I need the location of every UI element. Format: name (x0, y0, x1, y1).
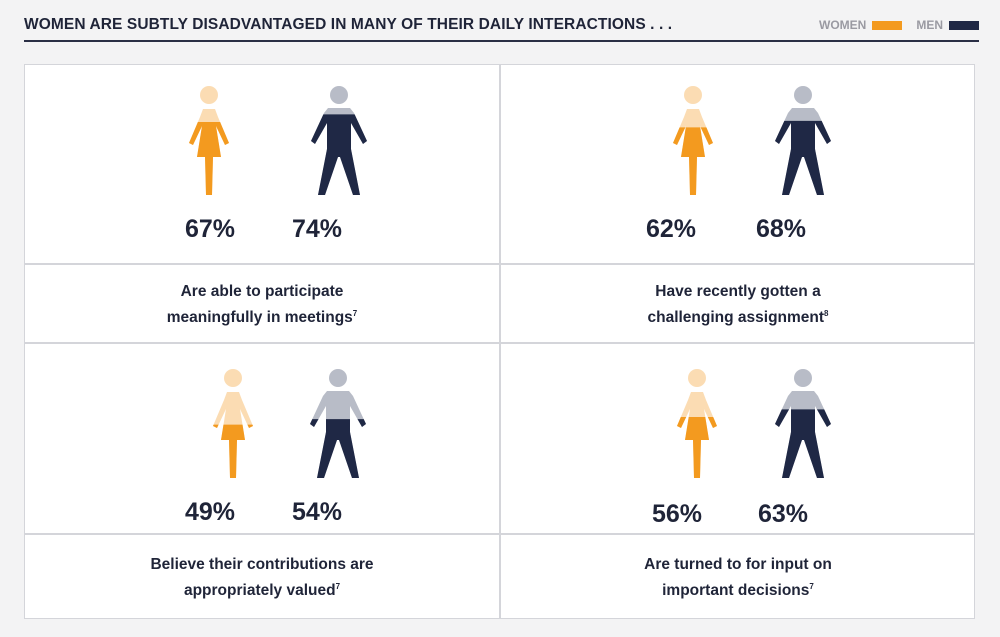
woman-figure-icon (213, 369, 253, 478)
grid-divider-h3 (25, 533, 974, 535)
panel-decisions: 56% 63% Are turned to for input on impor… (501, 344, 975, 620)
women-percent: 62% (645, 215, 697, 243)
panel-valued: 49% 54% Believe their contributions are … (25, 344, 499, 620)
panel-meetings: 67% 74% Are able to participate meaningf… (25, 65, 499, 342)
caption: Believe their contributions are appropri… (25, 554, 499, 602)
women-percent: 49% (184, 498, 236, 526)
legend-item-women: WOMEN (819, 18, 903, 32)
men-percent: 63% (757, 500, 809, 528)
panel-assignment: 62% 68% Have recently gotten a challengi… (501, 65, 975, 342)
woman-figure-icon (673, 86, 713, 195)
caption-line2: important decisions (662, 582, 810, 599)
caption-line1: Have recently gotten a (655, 283, 821, 300)
grid-divider-h1 (25, 263, 974, 265)
caption-line2: appropriately valued (183, 582, 336, 599)
grid-divider-vertical (499, 65, 501, 618)
footnote-marker: 7 (352, 309, 358, 318)
caption: Have recently gotten a challenging assig… (501, 281, 975, 329)
caption-line2: meaningfully in meetings (166, 309, 353, 326)
footnote-marker: 8 (824, 309, 829, 318)
men-percent: 74% (291, 215, 343, 243)
men-percent: 54% (291, 498, 343, 526)
caption: Are able to participate meaningfully in … (25, 281, 499, 329)
women-percent: 56% (651, 500, 703, 528)
legend: WOMEN MEN (805, 18, 979, 32)
women-percent: 67% (184, 215, 236, 243)
legend-item-men: MEN (916, 18, 979, 32)
man-figure-icon (311, 86, 367, 195)
grid-divider-h2 (25, 342, 974, 344)
legend-label-women: WOMEN (819, 18, 867, 32)
caption-line1: Believe their contributions are (150, 556, 374, 573)
figures (677, 369, 831, 478)
man-figure-icon (775, 86, 831, 195)
figures (213, 369, 366, 478)
chart-header: WOMEN ARE SUBTLY DISADVANTAGED IN MANY O… (24, 12, 979, 42)
woman-figure-icon (189, 86, 229, 195)
caption: Are turned to for input on important dec… (501, 554, 975, 602)
figures (673, 86, 831, 195)
caption-line1: Are turned to for input on (644, 556, 832, 573)
caption-line1: Are able to participate (180, 283, 344, 300)
men-percent: 68% (755, 215, 807, 243)
footnote-marker: 7 (809, 582, 814, 591)
man-figure-icon (775, 369, 831, 478)
legend-label-men: MEN (916, 18, 943, 32)
figures (189, 86, 367, 195)
footnote-marker: 7 (335, 582, 341, 591)
caption-line2: challenging assignment (647, 309, 825, 326)
legend-swatch-women (872, 20, 903, 30)
legend-swatch-men (949, 20, 979, 30)
chart-title: WOMEN ARE SUBTLY DISADVANTAGED IN MANY O… (24, 16, 673, 33)
woman-figure-icon (677, 369, 717, 478)
man-figure-icon (310, 369, 366, 478)
pictograph-grid: 67% 74% Are able to participate meaningf… (24, 64, 975, 619)
